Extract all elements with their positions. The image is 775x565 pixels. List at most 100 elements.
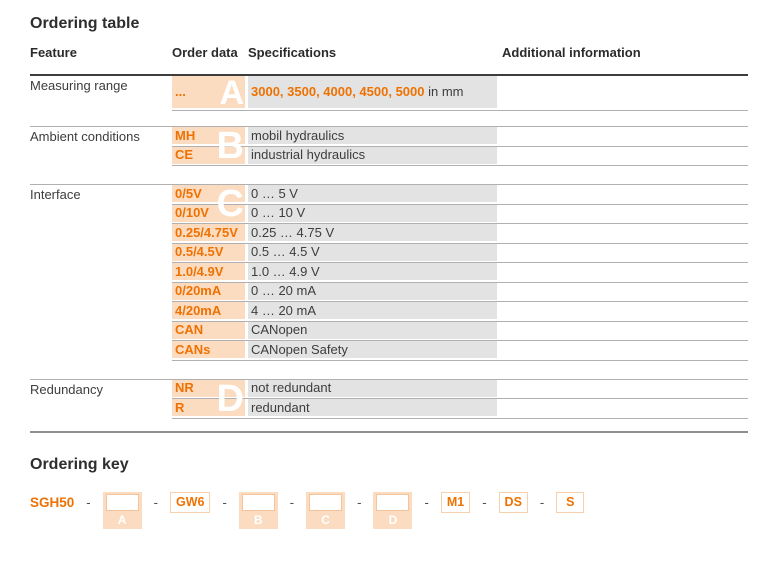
- slot-input-box: [241, 493, 275, 511]
- ordering-key-slot-b: B: [238, 491, 278, 529]
- spec-text: 4 … 20 mA: [251, 302, 317, 318]
- ordering-key-prefix: SGH50: [30, 494, 75, 510]
- spec-text: 0 … 10 V: [251, 205, 306, 220]
- spec-text: 0.5 … 4.5 V: [251, 244, 320, 259]
- spec-values: 3000, 3500, 4000, 4500, 5000: [251, 84, 425, 99]
- order-code: 0/10V: [175, 205, 209, 220]
- ordering-key-separator: -: [289, 494, 295, 510]
- section-divider: [30, 111, 748, 127]
- ordering-key-slot-c: C: [306, 491, 346, 529]
- ordering-key-separator: -: [222, 494, 227, 510]
- table-row: 0.25/4.75V 0.25 … 4.75 V: [30, 224, 748, 244]
- table-row: R redundant: [30, 399, 748, 419]
- additional-cell: [502, 244, 748, 264]
- column-header-additional-information: Additional information: [502, 45, 641, 60]
- additional-cell: [502, 322, 748, 342]
- order-code: NR: [175, 380, 194, 395]
- order-code: 0.25/4.75V: [175, 224, 238, 240]
- table-row: 4/20mA 4 … 20 mA: [30, 302, 748, 322]
- column-header-order-data: Order data: [172, 45, 238, 60]
- ordering-key-code-s: S: [556, 491, 585, 513]
- additional-cell: [502, 127, 748, 147]
- feature-label: Redundancy: [30, 381, 103, 397]
- slot-input-box: [309, 493, 343, 511]
- section-divider: [30, 361, 748, 380]
- column-header-specifications: Specifications: [248, 45, 337, 60]
- spec-text: mobil hydraulics: [251, 127, 345, 143]
- order-code: ...: [175, 84, 186, 99]
- order-code: CANs: [175, 341, 211, 357]
- ordering-key-slot-d: D: [373, 491, 413, 529]
- order-code: CE: [175, 147, 194, 162]
- additional-cell: [502, 76, 748, 111]
- additional-cell: [502, 302, 748, 322]
- ordering-key-separator: -: [357, 494, 362, 510]
- spec-text: CANopen: [251, 322, 308, 337]
- ordering-key-code-ds: DS: [498, 491, 528, 513]
- page-content: Ordering table Feature Order data Specif…: [30, 16, 748, 529]
- additional-cell: [502, 399, 748, 419]
- table-row: Redundancy NR not redundant: [30, 379, 748, 400]
- ordering-key-code-gw6: GW6: [169, 491, 211, 513]
- spec-text: industrial hydraulics: [251, 147, 366, 162]
- feature-label: Ambient conditions: [30, 129, 140, 144]
- feature-label: Measuring range: [30, 78, 128, 93]
- spec-text: not redundant: [251, 380, 332, 395]
- spec-text: 0 … 20 mA: [251, 283, 317, 298]
- spec-text: 0.25 … 4.75 V: [251, 224, 335, 240]
- feature-label: Interface: [30, 187, 81, 202]
- slot-letter-tag: D: [388, 512, 398, 527]
- additional-cell: [502, 185, 748, 205]
- additional-cell: [502, 224, 748, 244]
- ordering-key-slot-a: A: [102, 491, 142, 529]
- column-header-feature: Feature: [30, 45, 77, 60]
- slot-letter-tag: C: [321, 512, 330, 527]
- spec-text: 3000, 3500, 4000, 4500, 5000 in mm: [251, 84, 464, 100]
- section-divider: [30, 166, 748, 185]
- ordering-key-separator: -: [482, 494, 487, 510]
- table-row: 0/10V 0 … 10 V: [30, 204, 748, 225]
- order-code: MH: [175, 127, 196, 143]
- group-ambient-conditions: Ambient conditions MH mobil hydraulics C…: [30, 127, 748, 166]
- slot-input-box: [376, 493, 410, 511]
- table-row: CANs CANopen Safety: [30, 341, 748, 361]
- ordering-key-separator: -: [153, 494, 158, 510]
- slot-letter-tag: A: [117, 512, 127, 527]
- group-redundancy: Redundancy NR not redundant R redundant …: [30, 379, 748, 419]
- additional-cell: [502, 341, 748, 361]
- table-row: CAN CANopen: [30, 321, 748, 342]
- table-row: CE industrial hydraulics: [30, 146, 748, 167]
- additional-cell: [502, 380, 748, 400]
- table-row: Ambient conditions MH mobil hydraulics: [30, 127, 748, 147]
- spec-text: 0 … 5 V: [251, 185, 298, 201]
- group-interface: Interface 0/5V 0 … 5 V 0/10V 0 … 10 V 0.…: [30, 185, 748, 361]
- additional-cell: [502, 205, 748, 225]
- slot-input-box: [105, 493, 139, 511]
- table-row: 0.5/4.5V 0.5 … 4.5 V: [30, 243, 748, 264]
- ordering-key-code-m1: M1: [440, 491, 471, 513]
- table-row: Measuring range ... 3000, 3500, 4000, 45…: [30, 76, 748, 111]
- order-code: 4/20mA: [175, 302, 222, 318]
- slot-letter-tag: B: [253, 512, 263, 527]
- order-code: CAN: [175, 322, 204, 337]
- table-row: 0/20mA 0 … 20 mA: [30, 282, 748, 303]
- ordering-key-title: Ordering key: [30, 455, 129, 473]
- spec-text: CANopen Safety: [251, 341, 348, 357]
- spec-text: 1.0 … 4.9 V: [251, 263, 320, 279]
- order-code: 0.5/4.5V: [175, 244, 224, 259]
- ordering-key-separator: -: [86, 494, 91, 510]
- spec-text: redundant: [251, 399, 310, 415]
- spec-unit: in mm: [424, 84, 464, 99]
- ordering-table-title: Ordering table: [30, 15, 140, 32]
- additional-cell: [502, 147, 748, 167]
- table-row: Interface 0/5V 0 … 5 V: [30, 185, 748, 205]
- additional-cell: [502, 283, 748, 303]
- table-header-row: Feature Order data Specifications Additi…: [30, 45, 748, 76]
- table-bottom-rule: [30, 419, 748, 433]
- order-code: 0/5V: [175, 185, 202, 201]
- group-measuring-range: Measuring range ... 3000, 3500, 4000, 45…: [30, 76, 748, 111]
- ordering-key-separator: -: [424, 494, 429, 510]
- table-row: 1.0/4.9V 1.0 … 4.9 V: [30, 263, 748, 283]
- ordering-key-row: SGH50 - A - GW6 - B - C - D -: [30, 491, 748, 529]
